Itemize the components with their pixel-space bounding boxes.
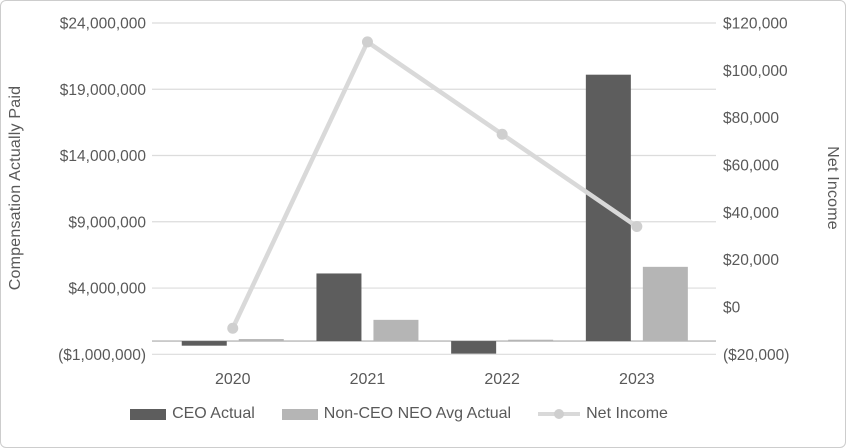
net-income-marker-2021 <box>361 36 373 48</box>
y-left-tick-label: $19,000,000 <box>60 82 147 99</box>
x-tick-label-2022: 2022 <box>484 371 520 388</box>
x-tick-label-2023: 2023 <box>619 371 655 388</box>
right-axis-title: Net Income <box>824 146 841 230</box>
y-right-tick-label: $40,000 <box>723 205 779 222</box>
legend-item-non-ceo-neo-avg-actual: Non-CEO NEO Avg Actual <box>281 405 512 423</box>
bar-non-ceo-neo-avg-actual-2022 <box>508 339 554 342</box>
net-income-marker-2022 <box>496 128 508 140</box>
y-left-tick-label: $24,000,000 <box>60 16 147 33</box>
y-right-tick-label: $120,000 <box>723 16 788 33</box>
x-tick-label-2020: 2020 <box>215 371 251 388</box>
y-right-tick-label: $20,000 <box>723 252 779 269</box>
bar-ceo-actual-2021 <box>316 273 362 342</box>
net-income-marker-glyph <box>554 409 565 419</box>
bar-non-ceo-neo-avg-actual-2021 <box>373 319 419 342</box>
y-left-tick-label: $9,000,000 <box>68 214 146 231</box>
bar-non-ceo-neo-avg-actual-2023 <box>642 266 688 342</box>
legend: CEO Actual Non-CEO NEO Avg Actual Net In… <box>1 405 821 423</box>
y-right-tick-label: $80,000 <box>723 110 779 127</box>
y-right-tick-label: ($20,000) <box>723 347 789 364</box>
legend-label-net-income: Net Income <box>586 405 668 422</box>
legend-label-ceo-actual: CEO Actual <box>172 405 255 422</box>
x-tick-label-2021: 2021 <box>350 371 386 388</box>
bar-non-ceo-neo-avg-actual-2020 <box>238 339 284 342</box>
left-axis-title: Compensation Actually Paid <box>7 85 24 291</box>
net-income-line <box>230 39 640 331</box>
non-ceo-neo-avg-actual-swatch <box>281 408 318 420</box>
legend-item-ceo-actual: CEO Actual <box>130 405 255 423</box>
net-income-line-swatch <box>538 408 581 420</box>
bar-ceo-actual-2020 <box>181 341 227 346</box>
legend-label-non-ceo-neo-avg-actual: Non-CEO NEO Avg Actual <box>323 405 512 422</box>
net-income-marker-2023 <box>631 221 643 233</box>
bar-ceo-actual-2022 <box>451 341 497 354</box>
y-right-tick-label: $100,000 <box>723 63 788 80</box>
net-income-marker-2020 <box>227 322 239 334</box>
y-left-tick-label: ($1,000,000) <box>58 347 146 364</box>
y-left-tick-label: $4,000,000 <box>68 281 146 298</box>
y-right-tick-label: $0 <box>723 299 741 316</box>
y-left-tick-label: $14,000,000 <box>60 148 147 165</box>
y-right-tick-label: $60,000 <box>723 157 779 174</box>
legend-item-net-income: Net Income <box>538 405 668 423</box>
ceo-actual-swatch <box>130 408 167 420</box>
